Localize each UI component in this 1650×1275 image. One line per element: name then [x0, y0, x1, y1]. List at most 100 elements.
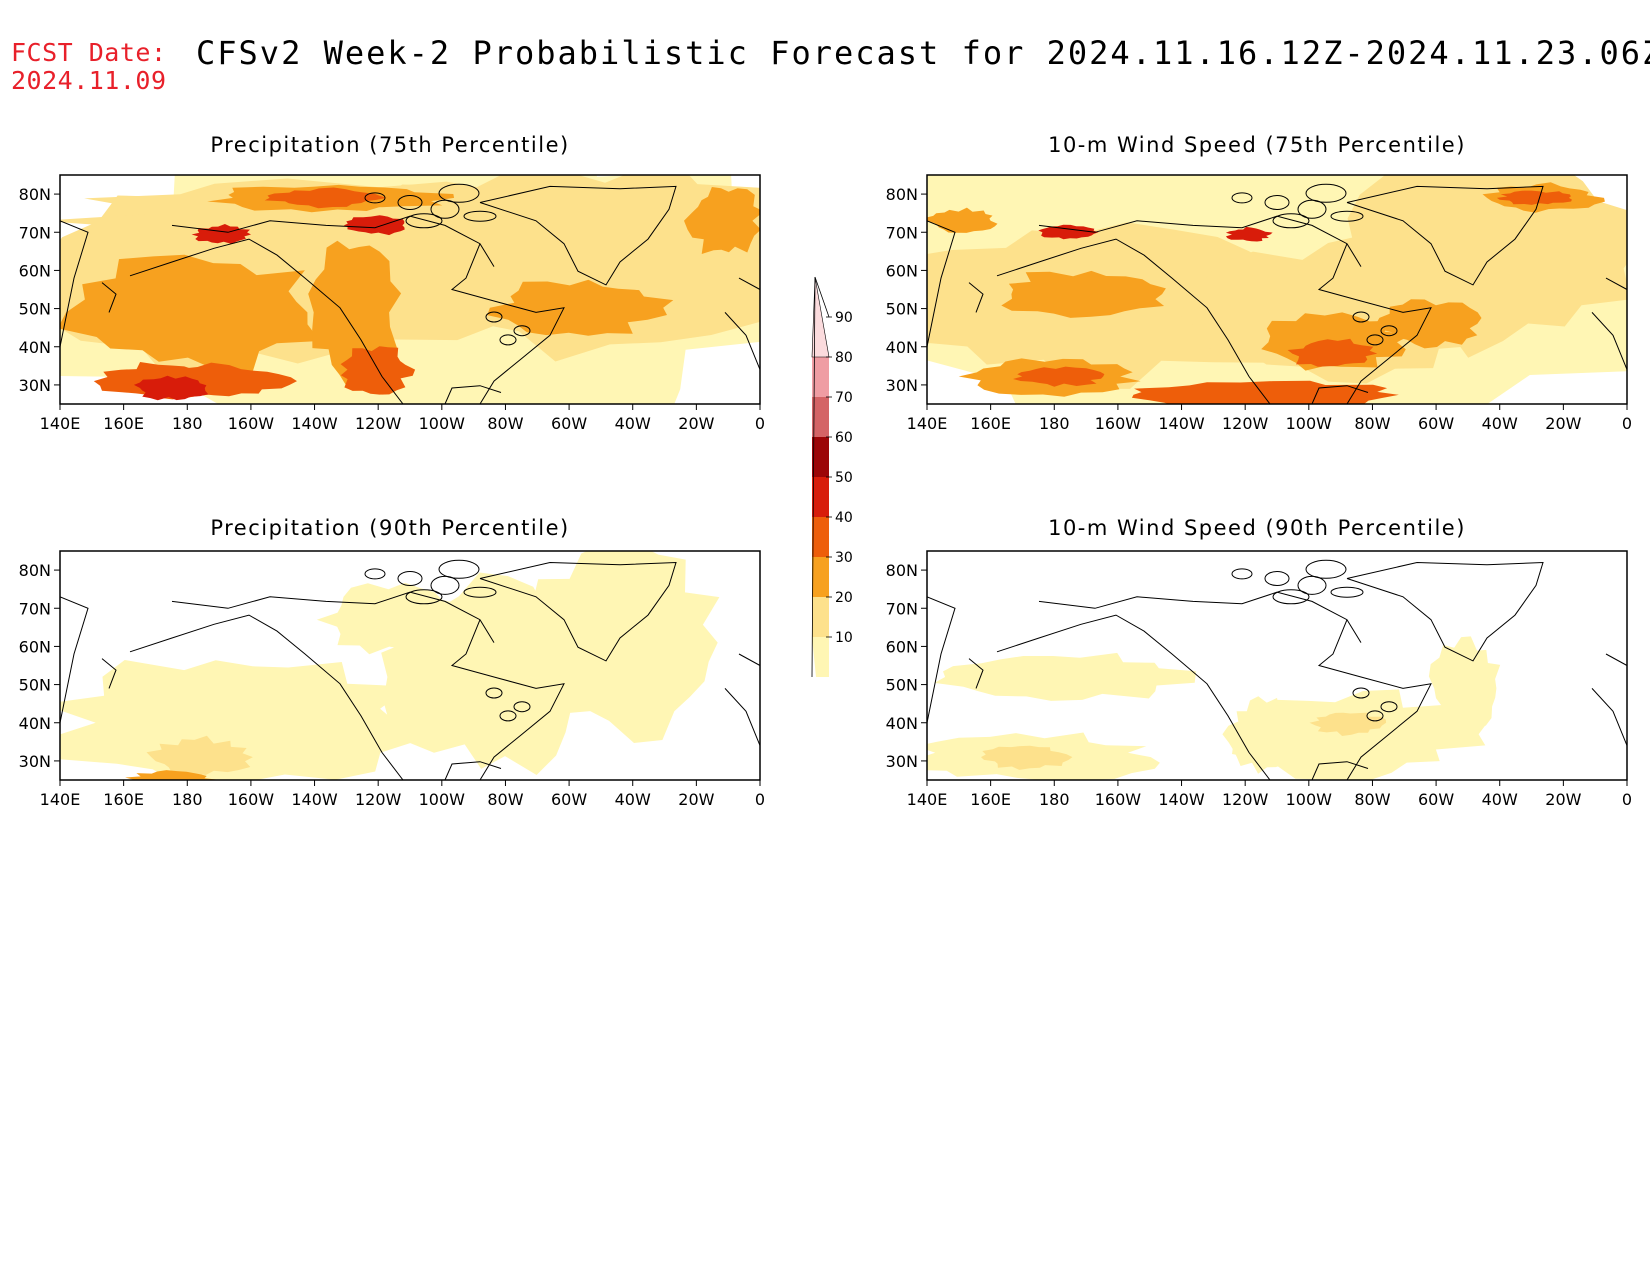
lon-tick-label: 20W	[1545, 414, 1581, 433]
lon-tick-label: 180	[1039, 414, 1070, 433]
lon-tick-label: 80W	[487, 790, 523, 809]
forecast-date-value: 2024.11.09	[11, 66, 167, 95]
forecast-date-label: FCST Date:	[11, 38, 167, 67]
probability-field	[927, 175, 1627, 404]
lat-tick-label: 50N	[886, 676, 918, 695]
map-frame	[926, 550, 1628, 781]
lat-tick-label: 70N	[19, 599, 51, 618]
lat-tick-label: 80N	[886, 185, 918, 204]
lat-tick-label: 60N	[19, 637, 51, 656]
map-frame	[59, 550, 761, 781]
colorbar-label: 90	[835, 310, 853, 326]
lon-tick-label: 140W	[291, 790, 338, 809]
page-title: CFSv2 Week-2 Probabilistic Forecast for …	[196, 34, 1650, 72]
lon-tick-label: 60W	[1418, 790, 1454, 809]
lat-tick-label: 60N	[19, 261, 51, 280]
lon-tick-label: 160W	[228, 790, 275, 809]
lat-tick-label: 80N	[886, 561, 918, 580]
lon-tick-label: 40W	[1482, 790, 1518, 809]
panel-title-precip90: Precipitation (90th Percentile)	[210, 516, 570, 540]
colorbar-label: 10	[835, 630, 853, 646]
lon-tick-label: 40W	[1482, 414, 1518, 433]
lat-tick-label: 30N	[19, 376, 51, 395]
colorbar-segment	[812, 597, 829, 637]
probability-contour	[1428, 636, 1501, 742]
lon-tick-label: 100W	[419, 790, 466, 809]
probability-contour	[934, 652, 1196, 701]
probability-contour	[487, 279, 674, 336]
probability-contour	[1038, 224, 1099, 240]
lon-tick-label: 100W	[419, 414, 466, 433]
colorbar-segment	[812, 557, 829, 597]
colorbar-label: 30	[835, 550, 853, 566]
colorbar-segment	[812, 357, 829, 397]
lat-tick-label: 30N	[886, 752, 918, 771]
lon-tick-label: 180	[172, 790, 203, 809]
probability-field	[60, 551, 760, 780]
lon-tick-label: 140W	[291, 414, 338, 433]
lon-tick-label: 80W	[1354, 790, 1390, 809]
colorbar-label: 50	[835, 470, 853, 486]
colorbar-label: 60	[835, 430, 853, 446]
colorbar-segment	[812, 397, 829, 437]
lon-tick-label: 160W	[1095, 414, 1142, 433]
lon-tick-label: 180	[172, 414, 203, 433]
probability-contour	[1287, 338, 1378, 367]
map-panel-precip90: 80N 70N 60N 50N 40N 30N 140E 160E 180 160W 140W 120…	[19, 550, 765, 809]
lon-tick-label: 160E	[103, 414, 144, 433]
lon-tick-label: 160E	[970, 790, 1011, 809]
lat-tick-label: 40N	[19, 338, 51, 357]
lon-tick-label: 180	[1039, 790, 1070, 809]
probability-field	[927, 551, 1627, 780]
lon-tick-label: 80W	[1354, 414, 1390, 433]
colorbar-segment	[812, 637, 829, 677]
lat-tick-label: 40N	[886, 338, 918, 357]
probability-contour	[264, 187, 387, 209]
lat-tick-label: 80N	[19, 561, 51, 580]
colorbar-segment	[812, 517, 829, 557]
lon-tick-label: 20W	[678, 414, 714, 433]
probability-contour	[1232, 689, 1488, 780]
map-panel-precip75: 80N 70N 60N 50N 40N 30N 140E 160E 180 160W 140W 120…	[19, 174, 765, 433]
lat-tick-label: 70N	[886, 223, 918, 242]
probability-contour	[146, 735, 253, 775]
probability-contour	[1001, 270, 1166, 318]
lon-tick-label: 120W	[355, 790, 402, 809]
coastline	[927, 559, 1627, 780]
probability-contour	[191, 224, 251, 244]
lon-tick-label: 40W	[615, 790, 651, 809]
probability-contour	[343, 215, 405, 236]
colorbar-label: 80	[835, 350, 853, 366]
probability-contour	[1496, 190, 1572, 205]
coastline	[60, 183, 760, 404]
colorbar-label: 40	[835, 510, 853, 526]
probability-contour	[927, 207, 998, 233]
probability-contour	[60, 660, 419, 780]
lat-tick-label: 50N	[886, 300, 918, 319]
lon-tick-label: 20W	[678, 790, 714, 809]
probability-contour	[125, 770, 221, 780]
lon-tick-label: 140E	[907, 414, 948, 433]
lat-tick-label: 70N	[886, 599, 918, 618]
lon-tick-label: 140E	[40, 790, 81, 809]
lon-tick-label: 120W	[355, 414, 402, 433]
map-frame	[59, 174, 761, 405]
colorbar-segment	[811, 276, 830, 358]
lon-tick-label: 140W	[1158, 790, 1205, 809]
probability-contour	[684, 187, 760, 254]
lat-tick-label: 80N	[19, 185, 51, 204]
probability-contour	[340, 346, 416, 395]
lon-tick-label: 20W	[1545, 790, 1581, 809]
lat-tick-label: 60N	[886, 261, 918, 280]
coastline	[927, 183, 1627, 404]
map-frame	[926, 174, 1628, 405]
lat-tick-label: 60N	[886, 637, 918, 656]
lon-tick-label: 140E	[907, 790, 948, 809]
lon-tick-label: 60W	[551, 790, 587, 809]
map-panel-wind90: 80N 70N 60N 50N 40N 30N 140E 160E 180 160W 140W 120…	[886, 550, 1632, 809]
lat-tick-label: 70N	[19, 223, 51, 242]
lon-tick-label: 160E	[103, 790, 144, 809]
lon-tick-label: 160E	[970, 414, 1011, 433]
panel-title-wind75: 10-m Wind Speed (75th Percentile)	[1048, 133, 1466, 157]
